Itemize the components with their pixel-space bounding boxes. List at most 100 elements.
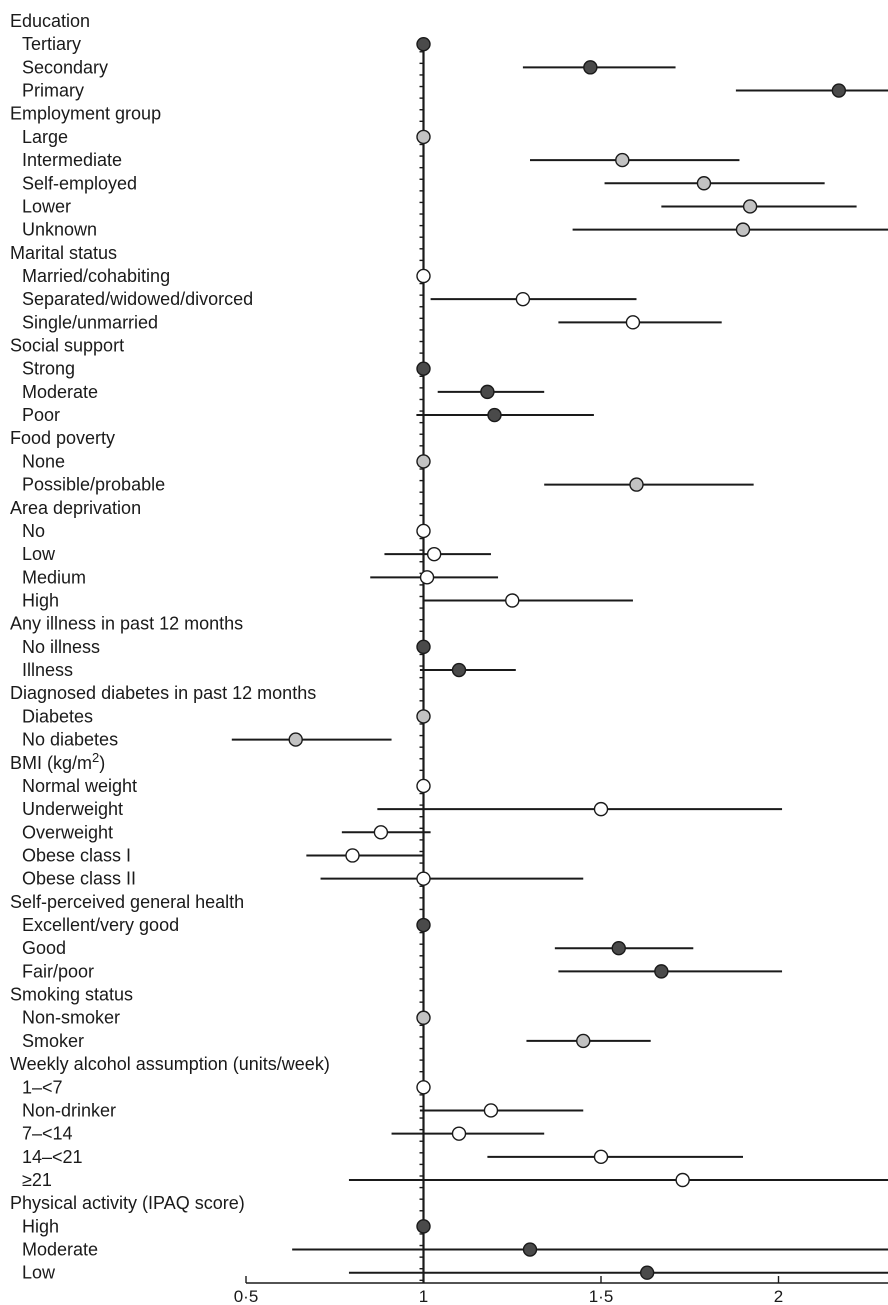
point-employment-group-large <box>416 129 431 145</box>
row-label-excellent-very-good: Excellent/very good <box>22 915 179 935</box>
row-label-tertiary: Tertiary <box>22 34 81 54</box>
point-self-perceived-general-health-fair-poor <box>654 964 669 979</box>
point-education-primary <box>831 83 847 98</box>
row-label-fair-poor: Fair/poor <box>22 961 94 981</box>
x-tick-label-2: 1·5 <box>589 1287 614 1305</box>
row-label-low: Low <box>22 1263 56 1283</box>
point-area-deprivation-medium <box>419 570 435 585</box>
point-smoking-status-non-smoker <box>416 1010 431 1025</box>
point-marital-status-married-cohabiting <box>416 268 431 284</box>
row-label-primary: Primary <box>22 81 84 101</box>
row-label-secondary: Secondary <box>22 57 108 77</box>
x-tick-label-1: 1 <box>419 1287 428 1305</box>
point-education-tertiary <box>416 36 431 52</box>
x-tick-label-0: 0·5 <box>234 1287 259 1305</box>
x-tick-label-3: 2 <box>774 1287 783 1305</box>
row-label-low: Low <box>22 544 56 564</box>
row-label-high: High <box>22 1216 59 1236</box>
row-label-normal-weight: Normal weight <box>22 776 137 796</box>
row-label-illness: Illness <box>22 660 73 680</box>
row-label-poor: Poor <box>22 405 60 425</box>
point-self-perceived-general-health-excellent-very-good <box>416 917 431 933</box>
row-label-obese-class-i: Obese class I <box>22 845 131 865</box>
row-label-overweight: Overweight <box>22 822 113 842</box>
point-physical-activity-ipaq-score-moderate <box>522 1242 538 1257</box>
row-label-strong: Strong <box>22 359 75 379</box>
row-label-obese-class-ii: Obese class II <box>22 869 136 889</box>
group-label-smoking-status: Smoking status <box>10 985 133 1005</box>
point-area-deprivation-no <box>416 523 431 539</box>
row-label-7-14: 7–<14 <box>22 1124 73 1144</box>
row-label-lower: Lower <box>22 196 71 216</box>
row-label-possible-probable: Possible/probable <box>22 475 165 495</box>
point-any-illness-in-past-12-months-illness <box>451 662 467 678</box>
point-weekly-alcohol-assumption-units-week-non-drinker <box>483 1103 499 1118</box>
row-label-separated-widowed-divorced: Separated/widowed/divorced <box>22 289 253 309</box>
row-label-non-drinker: Non-drinker <box>22 1100 116 1120</box>
row-label-large: Large <box>22 127 68 147</box>
point-smoking-status-smoker <box>576 1033 591 1049</box>
row-label-non-smoker: Non-smoker <box>22 1008 120 1028</box>
point-bmi-kg-m-normal-weight <box>416 778 431 794</box>
row-label-no-diabetes: No diabetes <box>22 730 118 750</box>
row-label-self-employed: Self-employed <box>22 173 137 193</box>
group-label-employment-group: Employment group <box>10 104 161 124</box>
group-label-self-perceived-general-health: Self-perceived general health <box>10 892 244 912</box>
row-label-intermediate: Intermediate <box>22 150 122 170</box>
group-label-education: Education <box>10 11 90 31</box>
row-label-married-cohabiting: Married/cohabiting <box>22 266 170 286</box>
point-diagnosed-diabetes-in-past-12-months-diabetes <box>416 709 431 724</box>
point-employment-group-unknown <box>735 222 751 237</box>
group-label-bmi-kg-m2: BMI (kg/m2) <box>10 750 105 773</box>
point-social-support-poor <box>487 407 502 423</box>
row-label-underweight: Underweight <box>22 799 123 819</box>
row-label-no: No <box>22 521 45 541</box>
point-weekly-alcohol-assumption-units-week-1-7 <box>416 1080 431 1095</box>
row-label-none: None <box>22 451 65 471</box>
row-label-moderate: Moderate <box>22 1240 98 1260</box>
row-label-single-unmarried: Single/unmarried <box>22 312 158 332</box>
point-social-support-strong <box>416 361 431 376</box>
point-bmi-kg-m-underweight <box>593 801 609 817</box>
point-weekly-alcohol-assumption-units-week-14-21 <box>593 1149 609 1165</box>
point-marital-status-separated-widowed-divorced <box>515 291 531 307</box>
row-label-smoker: Smoker <box>22 1031 84 1051</box>
group-label-food-poverty: Food poverty <box>10 428 115 448</box>
point-physical-activity-ipaq-score-low <box>639 1265 655 1280</box>
point-food-poverty-none <box>416 454 431 469</box>
point-education-secondary <box>583 60 598 75</box>
point-bmi-kg-m-obese-class-i <box>345 848 360 863</box>
point-weekly-alcohol-assumption-units-week-7-14 <box>451 1126 467 1141</box>
row-label-unknown: Unknown <box>22 220 97 240</box>
point-self-perceived-general-health-good <box>611 941 626 956</box>
point-employment-group-self-employed <box>696 176 712 191</box>
estimate-marks <box>231 36 888 1280</box>
group-label-diagnosed-diabetes-in-past-12-months: Diagnosed diabetes in past 12 months <box>10 683 316 703</box>
point-any-illness-in-past-12-months-no-illness <box>416 639 431 655</box>
group-label-weekly-alcohol-assumption-units-week: Weekly alcohol assumption (units/week) <box>10 1054 330 1074</box>
x-axis: 0·511·522·533·5 <box>234 1276 888 1305</box>
point-diagnosed-diabetes-in-past-12-months-no-diabetes <box>288 732 303 747</box>
row-label-diabetes: Diabetes <box>22 706 93 726</box>
group-label-physical-activity-ipaq-score: Physical activity (IPAQ score) <box>10 1193 245 1213</box>
row-label-1-7: 1–<7 <box>22 1077 63 1097</box>
point-bmi-kg-m-obese-class-ii <box>416 871 431 886</box>
group-label-any-illness-in-past-12-months: Any illness in past 12 months <box>10 614 243 634</box>
row-labels: Education Tertiary Secondary Primary Employm… <box>10 11 330 1283</box>
point-area-deprivation-low <box>426 546 442 562</box>
point-physical-activity-ipaq-score-high <box>416 1219 431 1234</box>
point-social-support-moderate <box>480 384 495 400</box>
point-weekly-alcohol-assumption-units-week-21 <box>675 1172 690 1188</box>
row-label-high: High <box>22 591 59 611</box>
point-marital-status-single-unmarried <box>625 315 641 330</box>
row-label-no-illness: No illness <box>22 637 100 657</box>
row-label-medium: Medium <box>22 567 86 587</box>
group-label-marital-status: Marital status <box>10 243 117 263</box>
group-label-area-deprivation: Area deprivation <box>10 498 141 518</box>
point-bmi-kg-m-overweight <box>373 825 389 840</box>
group-label-social-support: Social support <box>10 336 124 356</box>
point-area-deprivation-high <box>505 593 520 608</box>
row-label-21: ≥21 <box>22 1170 52 1190</box>
row-label-moderate: Moderate <box>22 382 98 402</box>
